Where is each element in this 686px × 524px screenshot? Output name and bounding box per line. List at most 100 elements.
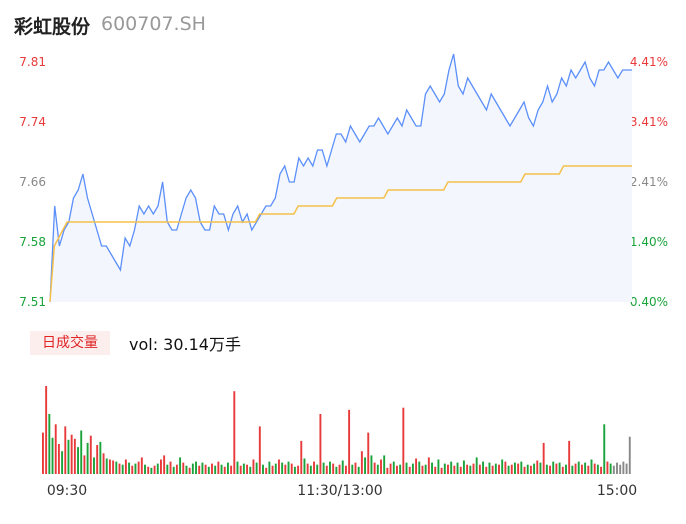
volume-bar — [539, 462, 542, 474]
volume-bar — [447, 464, 449, 474]
volume-bar — [89, 435, 92, 474]
volume-bar — [536, 460, 539, 474]
volume-bar — [462, 460, 465, 474]
volume-bar — [73, 438, 76, 474]
volume-bar — [606, 461, 609, 474]
volume-bar — [169, 461, 172, 474]
volume-bar — [77, 447, 79, 474]
volume-bar — [625, 463, 628, 474]
volume-bar — [596, 464, 599, 474]
volume-bar — [555, 463, 558, 474]
volume-bar — [568, 440, 571, 474]
volume-bar — [367, 432, 370, 474]
volume-bar — [386, 467, 389, 474]
x-tick: 11:30/13:00 — [297, 483, 382, 499]
volume-bar — [51, 437, 54, 474]
volume-bar — [450, 461, 453, 474]
volume-bar — [204, 464, 207, 474]
stock-name: 彩虹股份 — [14, 16, 91, 38]
volume-bar — [230, 465, 233, 474]
volume-bar — [93, 457, 95, 474]
volume-bar — [284, 464, 287, 474]
volume-bar — [226, 462, 229, 474]
volume-bar — [211, 463, 213, 474]
volume-bar — [437, 459, 440, 474]
volume-bar — [443, 463, 446, 474]
volume-bar — [115, 461, 118, 474]
volume-bar — [316, 464, 319, 474]
volume-bar — [195, 461, 197, 474]
stock-code: 600707.SH — [101, 13, 206, 35]
volume-bar — [96, 445, 99, 474]
volume-bar — [233, 391, 236, 474]
volume-bar — [418, 461, 421, 474]
volume-bar — [150, 467, 153, 474]
volume-bar — [590, 459, 593, 474]
volume-bar — [207, 466, 210, 474]
price-line — [49, 53, 632, 303]
volume-bar — [584, 462, 587, 474]
volume-bar — [348, 409, 351, 474]
y-tick-left: 7.58 — [19, 235, 46, 249]
volume-bar — [427, 457, 430, 474]
volume-bar — [469, 465, 472, 474]
volume-bar — [70, 434, 73, 474]
volume-bar — [271, 465, 274, 474]
volume-bar — [124, 459, 127, 474]
volume-bar — [144, 464, 146, 474]
volume-bar — [424, 464, 427, 474]
volume-bar — [140, 457, 143, 474]
volume-bar — [405, 462, 408, 474]
volume-bar — [498, 464, 500, 474]
volume-bar — [351, 464, 354, 474]
volume-bar — [309, 465, 312, 474]
volume-bar — [612, 465, 615, 474]
volume-bar — [421, 465, 424, 474]
volume-bar — [510, 464, 513, 474]
volume-bar — [223, 466, 226, 474]
volume-bar — [507, 465, 510, 474]
volume-bar — [593, 463, 596, 474]
volume-bar — [198, 465, 201, 474]
volume-bar — [306, 463, 309, 474]
volume-bar — [529, 465, 532, 474]
volume-bar — [577, 461, 580, 474]
volume-bar — [619, 464, 622, 474]
y-tick-left: 7.81 — [19, 55, 46, 69]
volume-bar — [616, 462, 618, 474]
volume-bar — [466, 464, 469, 474]
volume-bar — [600, 466, 603, 474]
volume-bar — [533, 463, 536, 474]
volume-bar — [561, 466, 564, 474]
volume-bar — [408, 466, 411, 474]
volume-bar — [201, 462, 204, 474]
volume-bar — [303, 458, 306, 474]
volume-bar — [558, 462, 561, 474]
volume-bar — [274, 463, 277, 474]
volume-bar — [622, 461, 625, 474]
volume-badge: 日成交量 — [30, 331, 110, 355]
volume-bar — [121, 464, 124, 474]
volume-bar — [153, 465, 156, 474]
volume-bar — [67, 439, 70, 474]
volume-bar — [501, 459, 504, 474]
volume-bar — [322, 462, 325, 474]
volume-bar — [242, 463, 245, 474]
volume-bar — [574, 463, 577, 474]
volume-bar — [188, 467, 191, 474]
y-tick-left: 7.66 — [19, 175, 46, 189]
volume-bar — [565, 464, 567, 474]
volume-bar — [587, 465, 590, 474]
volume-bar — [217, 461, 220, 474]
volume-bar — [80, 430, 83, 474]
volume-bar — [128, 462, 131, 474]
volume-bar — [191, 463, 194, 474]
volume-bar — [341, 460, 344, 474]
volume-bar — [48, 414, 51, 474]
volume-bar — [313, 461, 315, 474]
volume-bar — [118, 463, 121, 474]
x-tick: 15:00 — [597, 483, 637, 499]
volume-bar — [246, 464, 249, 474]
